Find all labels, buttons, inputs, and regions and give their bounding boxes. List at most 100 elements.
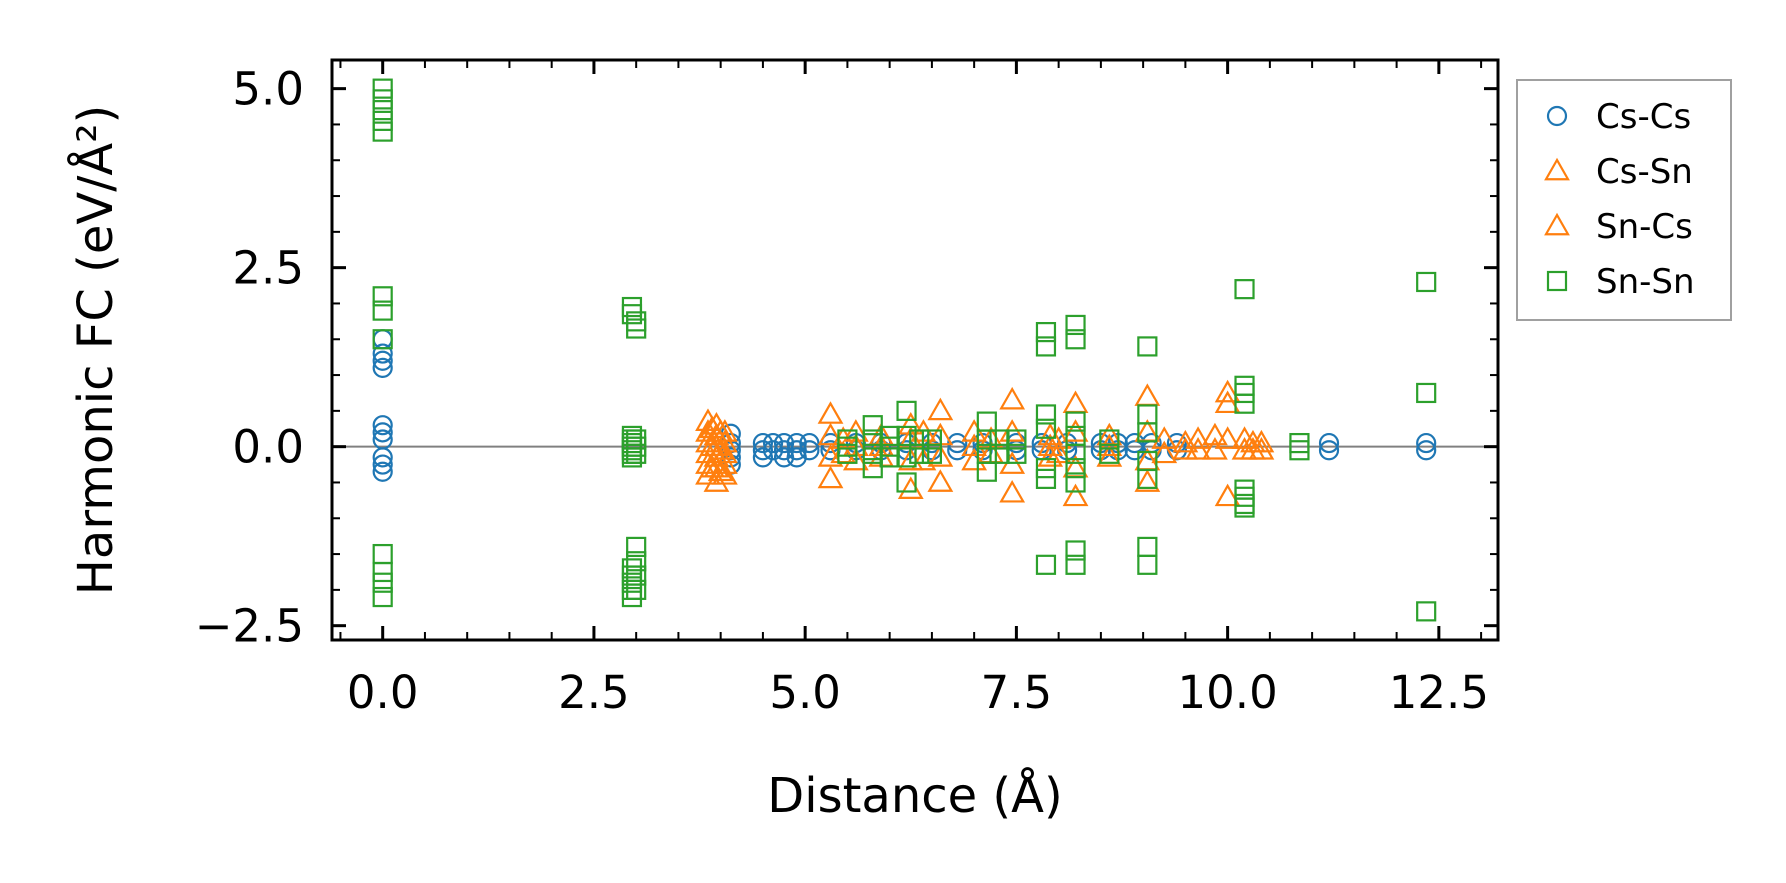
data-point xyxy=(837,443,858,464)
legend-marker xyxy=(1544,212,1570,236)
data-point xyxy=(372,89,393,110)
data-point xyxy=(1137,336,1158,357)
data-point xyxy=(1234,393,1255,414)
data-point xyxy=(372,447,393,468)
data-point xyxy=(1062,483,1089,507)
data-point xyxy=(927,444,954,467)
data-point xyxy=(1185,426,1211,449)
data-point xyxy=(372,461,393,482)
data-point xyxy=(989,443,1010,464)
data-points xyxy=(372,78,1437,622)
legend-marker xyxy=(1546,270,1568,292)
legend-box xyxy=(1516,79,1732,321)
data-point xyxy=(1318,440,1340,461)
data-point xyxy=(372,572,393,593)
data-point xyxy=(372,300,393,321)
data-point xyxy=(1035,404,1057,425)
data-point xyxy=(626,565,647,586)
data-point xyxy=(372,357,393,379)
data-point xyxy=(989,429,1010,450)
data-point xyxy=(1416,601,1437,622)
data-point xyxy=(879,436,900,457)
data-point xyxy=(626,579,647,600)
data-point xyxy=(711,440,738,464)
data-point xyxy=(372,454,393,475)
data-point xyxy=(1202,422,1228,446)
data-point xyxy=(1202,437,1228,460)
data-point xyxy=(1234,382,1255,404)
data-point xyxy=(1214,426,1241,449)
data-point xyxy=(1065,329,1086,350)
y-axis-label: Harmonic FC (eV/Å²) xyxy=(67,105,124,595)
data-point xyxy=(927,397,954,421)
data-point xyxy=(621,304,643,325)
data-point xyxy=(1065,472,1086,493)
data-point xyxy=(1096,444,1123,467)
data-point xyxy=(799,440,820,461)
data-point xyxy=(1318,432,1340,454)
data-point xyxy=(842,447,869,471)
data-point xyxy=(707,437,734,460)
plot-frame xyxy=(330,58,1500,642)
data-point xyxy=(762,440,784,461)
x-tick-label: 7.5 xyxy=(981,666,1053,719)
data-point xyxy=(1035,418,1057,439)
data-point xyxy=(862,443,883,464)
data-point xyxy=(1065,540,1086,561)
data-point xyxy=(1137,554,1158,575)
data-point xyxy=(896,447,917,468)
data-point xyxy=(896,472,917,493)
data-point xyxy=(1035,468,1057,489)
data-point xyxy=(372,586,393,608)
data-point xyxy=(372,286,393,307)
data-point xyxy=(1240,429,1266,453)
data-point xyxy=(1065,554,1086,575)
data-point xyxy=(976,429,997,450)
data-point xyxy=(1416,382,1437,404)
data-point xyxy=(626,318,647,339)
data-point xyxy=(1065,411,1086,432)
data-point xyxy=(1416,432,1437,454)
data-point xyxy=(1214,483,1241,507)
data-point xyxy=(1124,440,1145,461)
data-point xyxy=(626,536,647,558)
data-point xyxy=(999,479,1026,503)
data-point xyxy=(703,469,730,492)
data-point xyxy=(372,343,393,364)
data-point xyxy=(1214,379,1241,403)
data-point xyxy=(1416,440,1437,461)
legend-entry-label: Sn-Cs xyxy=(1596,207,1693,247)
data-point xyxy=(1151,426,1178,449)
x-tick-label: 12.5 xyxy=(1389,666,1489,719)
data-point xyxy=(799,432,820,454)
data-point xyxy=(1124,432,1145,454)
data-point xyxy=(1035,458,1057,479)
data-point xyxy=(1151,440,1178,464)
data-point xyxy=(1006,429,1027,450)
y-tick-label: 2.5 xyxy=(232,242,304,295)
data-point xyxy=(762,432,784,454)
data-point xyxy=(1045,440,1072,464)
data-point xyxy=(752,440,774,461)
data-point xyxy=(1037,444,1064,467)
legend-marker xyxy=(1544,157,1570,181)
data-point xyxy=(862,458,883,479)
data-point xyxy=(1035,336,1057,357)
data-point xyxy=(1214,390,1241,414)
data-point xyxy=(711,462,738,485)
x-tick-label: 5.0 xyxy=(769,666,841,719)
data-point xyxy=(1099,443,1120,464)
data-point xyxy=(896,400,917,421)
data-point xyxy=(1037,433,1064,457)
data-point xyxy=(1234,279,1255,300)
x-axis-label: Distance (Å) xyxy=(767,767,1062,824)
data-point xyxy=(817,465,844,489)
data-point xyxy=(1137,422,1158,443)
data-point xyxy=(879,447,900,468)
data-point xyxy=(1234,497,1255,518)
data-point xyxy=(1035,554,1057,575)
data-point xyxy=(1416,271,1437,293)
data-point xyxy=(976,461,997,482)
x-tick-label: 2.5 xyxy=(558,666,630,719)
data-point xyxy=(1172,437,1199,460)
